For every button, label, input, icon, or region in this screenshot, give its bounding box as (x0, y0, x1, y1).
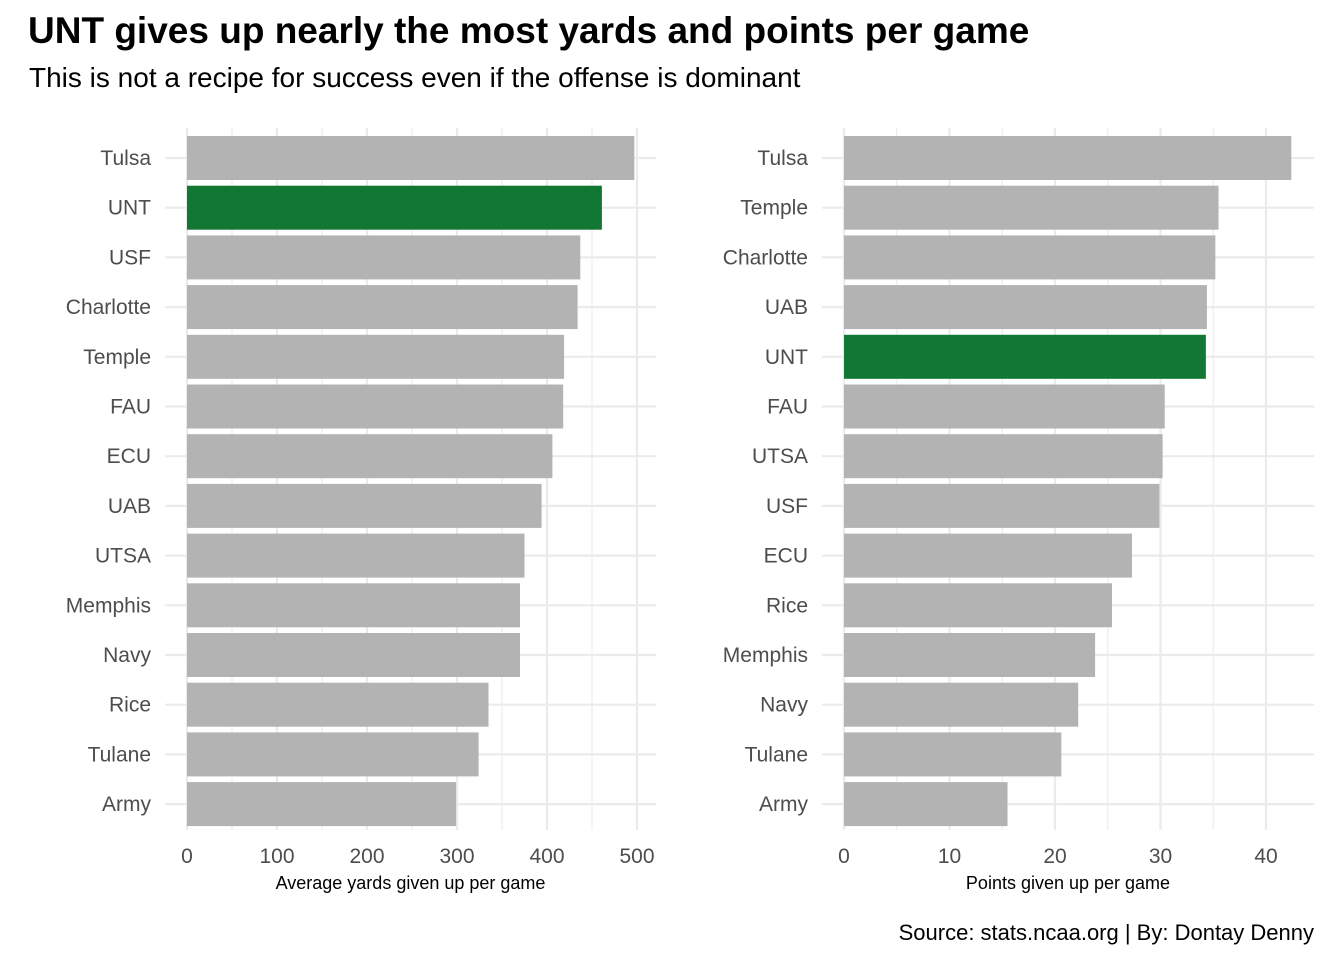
category-label: Tulane (745, 743, 808, 766)
bar (187, 235, 581, 280)
category-label: Rice (766, 594, 808, 617)
x-tick-label: 20 (1043, 845, 1066, 868)
bar (844, 732, 1062, 777)
category-label: Charlotte (723, 246, 808, 269)
category-label: Memphis (723, 644, 808, 667)
bar (187, 384, 564, 429)
chart-title: UNT gives up nearly the most yards and p… (28, 10, 1030, 51)
x-axis-title: Average yards given up per game (276, 873, 546, 893)
bar (844, 384, 1165, 429)
bar (187, 782, 457, 827)
x-axis-title: Points given up per game (966, 873, 1170, 893)
category-label: Tulsa (100, 147, 151, 170)
x-tick-label: 40 (1254, 845, 1277, 868)
bar (187, 533, 525, 578)
source-caption: Source: stats.ncaa.org | By: Dontay Denn… (898, 920, 1314, 945)
bar (844, 583, 1112, 628)
category-label: Tulane (88, 743, 151, 766)
bar (187, 136, 635, 180)
category-label: Charlotte (66, 296, 151, 319)
bar (844, 782, 1008, 827)
bar-highlight (844, 334, 1206, 379)
category-label: Temple (740, 197, 808, 220)
category-label: Tulsa (757, 147, 808, 170)
bar (844, 285, 1207, 330)
category-label: UAB (765, 296, 808, 319)
bar (844, 533, 1133, 578)
category-label: FAU (767, 396, 808, 419)
bar (187, 483, 542, 528)
bar (844, 483, 1160, 528)
bar (187, 682, 489, 727)
bar (187, 285, 578, 330)
category-label: Army (102, 793, 151, 816)
category-label: FAU (110, 396, 151, 419)
category-label: Temple (83, 346, 151, 369)
x-tick-label: 30 (1149, 845, 1172, 868)
x-tick-label: 0 (181, 845, 193, 868)
bar-highlight (187, 185, 602, 230)
x-tick-label: 400 (529, 845, 564, 868)
category-label: Navy (760, 694, 808, 717)
category-label: UNT (765, 346, 808, 369)
category-label: Navy (103, 644, 151, 667)
category-label: Army (759, 793, 808, 816)
bar (844, 185, 1219, 230)
bar (844, 682, 1079, 727)
category-label: UAB (108, 495, 151, 518)
bar (187, 334, 565, 379)
category-label: ECU (764, 545, 808, 568)
category-label: Memphis (66, 594, 151, 617)
bar (844, 235, 1216, 280)
x-tick-label: 0 (838, 845, 850, 868)
category-label: USF (109, 246, 151, 269)
category-label: USF (766, 495, 808, 518)
bar (187, 633, 520, 677)
bar (187, 732, 479, 777)
category-label: UTSA (95, 545, 151, 568)
category-label: UNT (108, 197, 151, 220)
category-label: UTSA (752, 445, 808, 468)
bar (187, 434, 553, 479)
x-tick-label: 100 (259, 845, 294, 868)
bar (844, 633, 1096, 677)
category-label: Rice (109, 694, 151, 717)
bar (187, 583, 520, 628)
bar (844, 434, 1163, 479)
x-tick-label: 300 (439, 845, 474, 868)
x-tick-label: 200 (349, 845, 384, 868)
x-tick-label: 500 (619, 845, 654, 868)
bar (844, 136, 1292, 180)
category-label: ECU (107, 445, 151, 468)
chart-subtitle: This is not a recipe for success even if… (29, 62, 801, 93)
x-tick-label: 10 (938, 845, 961, 868)
